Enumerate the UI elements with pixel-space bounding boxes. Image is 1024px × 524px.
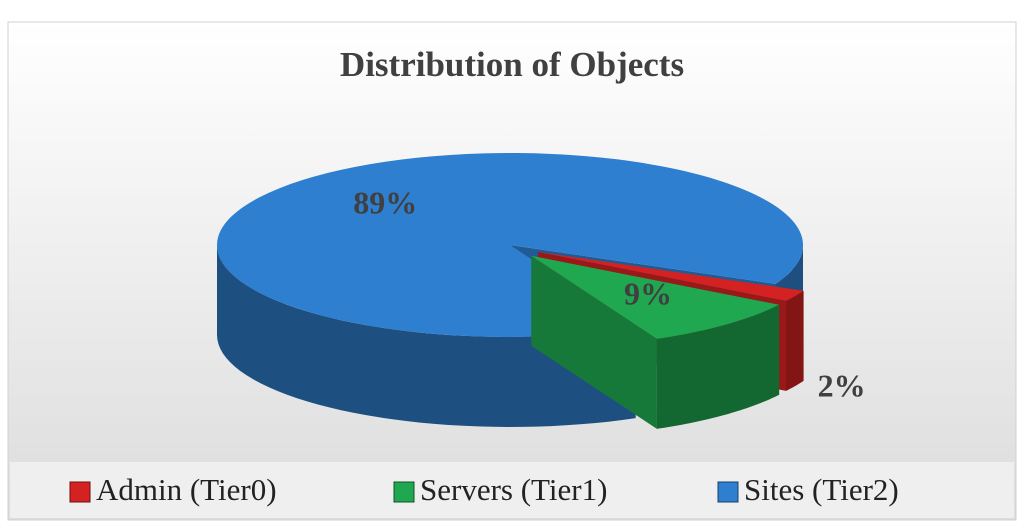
data-label: 89% [353, 184, 417, 220]
legend-label: Servers (Tier1) [420, 472, 607, 507]
legend-swatch [69, 481, 91, 503]
slice-side [217, 245, 636, 427]
legend: Admin (Tier0) Servers (Tier1) Sites (Tier2… [69, 472, 899, 507]
slice-side [786, 290, 804, 391]
legend-label: Admin (Tier0) [96, 472, 277, 507]
slice [538, 251, 804, 301]
slice [531, 255, 780, 339]
legend-swatch [717, 481, 739, 503]
chart-title: Distribution of Objects [340, 45, 684, 84]
slice [216, 153, 803, 337]
data-label: 9% [624, 275, 672, 311]
legend-swatch [393, 481, 415, 503]
slice-face [531, 255, 657, 429]
slice-side [656, 304, 780, 429]
pie [216, 153, 804, 429]
legend-label: Sites (Tier2) [744, 472, 899, 507]
data-label: 2% [818, 368, 866, 404]
legend-band [10, 462, 1014, 518]
